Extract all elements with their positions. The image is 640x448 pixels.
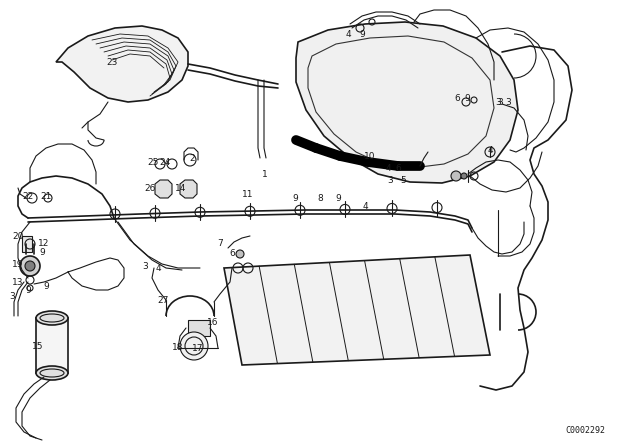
Text: 23: 23 [106,57,118,66]
Circle shape [461,173,467,179]
Text: 9: 9 [359,30,365,39]
Text: 26: 26 [144,184,156,193]
Bar [36,318,68,373]
Text: 9: 9 [43,281,49,290]
Bar [188,320,210,336]
Circle shape [451,171,461,181]
Ellipse shape [36,311,68,325]
Text: 4: 4 [155,263,161,272]
Text: 6: 6 [454,94,460,103]
Text: 9: 9 [464,94,470,103]
Text: 9: 9 [335,194,341,202]
Text: 27: 27 [157,296,169,305]
Text: 2: 2 [189,154,195,163]
Text: 4: 4 [362,202,368,211]
Text: 14: 14 [175,184,187,193]
Text: 20: 20 [12,232,24,241]
Text: 6: 6 [395,164,401,172]
Text: 24: 24 [159,158,171,167]
Text: 17: 17 [192,344,204,353]
Text: 22: 22 [22,191,34,201]
Text: 9: 9 [25,285,31,294]
Text: 3: 3 [9,292,15,301]
Text: 1: 1 [262,169,268,178]
Text: 15: 15 [32,341,44,350]
Text: 3: 3 [387,176,393,185]
Polygon shape [180,180,197,198]
Text: 5: 5 [400,176,406,185]
Text: 3: 3 [497,98,503,107]
Text: 4: 4 [345,30,351,39]
Text: 12: 12 [38,238,50,247]
Polygon shape [224,255,490,365]
Text: 9: 9 [292,194,298,202]
Text: 6: 6 [229,249,235,258]
Text: 13: 13 [12,277,24,287]
Text: 3: 3 [495,98,501,107]
Text: 4: 4 [385,164,391,172]
Polygon shape [155,180,172,198]
Text: 16: 16 [207,318,219,327]
Text: 11: 11 [243,190,253,198]
Bar [22,236,32,252]
Text: 8: 8 [317,194,323,202]
Text: 10: 10 [364,151,376,160]
Text: C0002292: C0002292 [565,426,605,435]
Circle shape [236,250,244,258]
Polygon shape [296,22,518,183]
Text: 3: 3 [505,98,511,107]
Text: 21: 21 [40,191,52,201]
Text: 9: 9 [39,247,45,257]
Circle shape [25,261,35,271]
Text: 3: 3 [142,262,148,271]
Text: 19: 19 [12,259,24,268]
Circle shape [20,256,40,276]
Polygon shape [56,26,188,102]
Text: 18: 18 [172,343,184,352]
Text: 25: 25 [147,158,159,167]
Text: 7: 7 [217,238,223,247]
Circle shape [180,332,208,360]
Text: 4: 4 [487,146,493,155]
Ellipse shape [36,366,68,380]
